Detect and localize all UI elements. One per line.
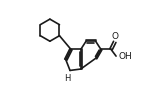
Text: OH: OH xyxy=(118,52,132,61)
Text: O: O xyxy=(112,32,119,41)
Text: H: H xyxy=(65,74,71,83)
